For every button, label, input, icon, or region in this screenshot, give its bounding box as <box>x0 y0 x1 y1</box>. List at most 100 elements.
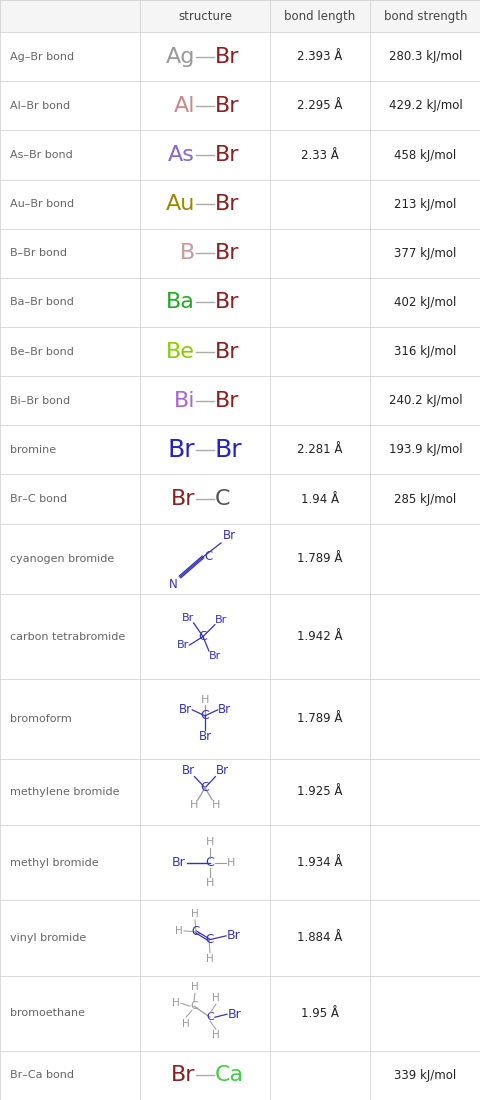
Text: Ba: Ba <box>166 293 194 312</box>
Text: Br: Br <box>217 703 230 716</box>
Text: 213 kJ/mol: 213 kJ/mol <box>394 198 456 211</box>
Text: Ca: Ca <box>215 1066 244 1086</box>
Text: H: H <box>206 954 214 964</box>
Text: 377 kJ/mol: 377 kJ/mol <box>394 246 456 260</box>
Text: H: H <box>205 837 214 847</box>
Text: 1.95 Å: 1.95 Å <box>300 1006 338 1020</box>
Text: Br: Br <box>167 438 194 462</box>
Text: methylene bromide: methylene bromide <box>10 786 119 796</box>
Text: Br: Br <box>215 342 239 362</box>
Text: 280.3 kJ/mol: 280.3 kJ/mol <box>388 51 461 63</box>
Text: Br: Br <box>181 763 194 777</box>
Text: Br: Br <box>223 529 236 542</box>
Text: H: H <box>191 982 198 992</box>
Text: Al: Al <box>173 96 194 115</box>
Text: 2.281 Å: 2.281 Å <box>297 443 342 456</box>
Text: bromoethane: bromoethane <box>10 1009 85 1019</box>
Text: Br: Br <box>215 438 242 462</box>
Text: C: C <box>215 490 230 509</box>
Text: Br: Br <box>170 1066 194 1086</box>
Text: Br–C bond: Br–C bond <box>10 494 67 504</box>
Text: Br: Br <box>171 856 185 869</box>
Text: cyanogen bromide: cyanogen bromide <box>10 554 114 564</box>
Text: Ag–Br bond: Ag–Br bond <box>10 52 74 62</box>
Text: B: B <box>180 243 194 263</box>
Text: 1.789 Å: 1.789 Å <box>297 713 342 725</box>
Text: H: H <box>200 695 209 705</box>
Text: Br: Br <box>215 96 239 115</box>
Text: Br: Br <box>215 243 239 263</box>
Text: Be: Be <box>166 342 194 362</box>
Text: H: H <box>205 878 214 888</box>
Text: bond length: bond length <box>284 10 355 23</box>
Text: bromoform: bromoform <box>10 714 72 724</box>
Text: Br: Br <box>208 651 221 661</box>
Text: H: H <box>227 858 235 868</box>
Text: Br: Br <box>215 145 239 165</box>
Text: C: C <box>190 1001 197 1011</box>
Text: H: H <box>212 993 219 1003</box>
Text: bromine: bromine <box>10 444 56 455</box>
Text: Br: Br <box>179 703 192 716</box>
Text: 339 kJ/mol: 339 kJ/mol <box>394 1069 456 1082</box>
Text: 2.33 Å: 2.33 Å <box>300 148 338 162</box>
Text: C: C <box>198 630 207 644</box>
Text: methyl bromide: methyl bromide <box>10 858 98 868</box>
Text: 2.295 Å: 2.295 Å <box>297 99 342 112</box>
Text: 316 kJ/mol: 316 kJ/mol <box>394 345 456 359</box>
Text: Br: Br <box>215 615 227 625</box>
Text: N: N <box>169 578 178 591</box>
Text: H: H <box>182 1020 190 1030</box>
Text: vinyl bromide: vinyl bromide <box>10 933 86 943</box>
Text: 429.2 kJ/mol: 429.2 kJ/mol <box>388 99 461 112</box>
Text: H: H <box>212 1031 219 1041</box>
Text: Br: Br <box>215 390 239 410</box>
Text: Ba–Br bond: Ba–Br bond <box>10 297 74 307</box>
Text: H: H <box>212 800 220 810</box>
Text: B–Br bond: B–Br bond <box>10 249 67 258</box>
Text: 193.9 kJ/mol: 193.9 kJ/mol <box>388 443 461 456</box>
Text: Br: Br <box>215 46 239 67</box>
Bar <box>0 0 480 32</box>
Text: Br–Ca bond: Br–Ca bond <box>10 1070 74 1080</box>
Text: H: H <box>175 926 182 936</box>
Text: Au: Au <box>165 195 194 214</box>
Text: 402 kJ/mol: 402 kJ/mol <box>394 296 456 309</box>
Text: structure: structure <box>178 10 231 23</box>
Text: H: H <box>172 998 180 1009</box>
Text: bond strength: bond strength <box>383 10 466 23</box>
Text: H: H <box>191 909 198 918</box>
Text: Al–Br bond: Al–Br bond <box>10 101 70 111</box>
Text: Br: Br <box>198 730 211 744</box>
Text: 1.789 Å: 1.789 Å <box>297 552 342 565</box>
Text: As–Br bond: As–Br bond <box>10 150 72 160</box>
Text: Br: Br <box>215 763 228 777</box>
Text: Be–Br bond: Be–Br bond <box>10 346 74 356</box>
Text: Bi: Bi <box>173 390 194 410</box>
Text: 1.934 Å: 1.934 Å <box>297 856 342 869</box>
Text: 2.393 Å: 2.393 Å <box>297 51 342 63</box>
Text: Bi–Br bond: Bi–Br bond <box>10 396 70 406</box>
Text: C: C <box>204 934 213 946</box>
Text: 1.884 Å: 1.884 Å <box>297 932 342 945</box>
Text: 240.2 kJ/mol: 240.2 kJ/mol <box>388 394 461 407</box>
Text: H: H <box>189 800 197 810</box>
Text: 1.925 Å: 1.925 Å <box>297 785 342 799</box>
Text: C: C <box>204 550 212 563</box>
Text: Br: Br <box>181 613 193 623</box>
Text: Br: Br <box>215 293 239 312</box>
Text: C: C <box>205 856 214 869</box>
Text: 285 kJ/mol: 285 kJ/mol <box>394 493 456 506</box>
Text: Br: Br <box>170 490 194 509</box>
Text: C: C <box>192 925 200 938</box>
Text: C: C <box>200 781 209 794</box>
Text: As: As <box>168 145 194 165</box>
Text: 1.94 Å: 1.94 Å <box>300 493 338 506</box>
Text: carbon tetrabromide: carbon tetrabromide <box>10 631 125 641</box>
Text: Ag: Ag <box>165 46 194 67</box>
Text: C: C <box>206 1012 214 1022</box>
Text: 1.942 Å: 1.942 Å <box>297 630 342 644</box>
Text: Br: Br <box>227 930 240 943</box>
Text: Br: Br <box>228 1008 241 1021</box>
Text: Br: Br <box>177 640 189 650</box>
